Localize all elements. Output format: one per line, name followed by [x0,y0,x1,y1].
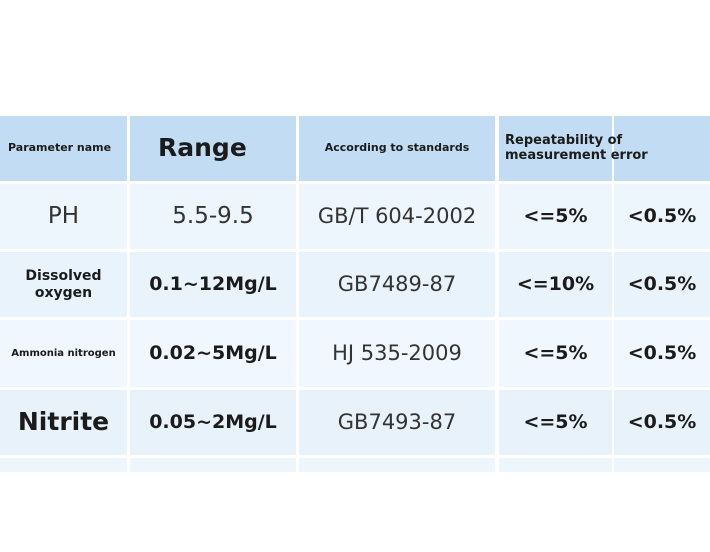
row-cell-bg [0,390,127,455]
header-cell: Range [158,133,247,163]
row-cell-bg [130,320,296,387]
table-cell: GB7489-87 [337,272,457,297]
row-cell-bg [0,184,127,249]
table-cell: PH [47,203,80,230]
header-cell: According to standards [324,141,470,155]
table-cell: Dissolved oxygen [25,268,102,301]
row-cell-bg [299,184,495,249]
table-cell: HJ 535-2009 [332,341,462,366]
row-cell-bg [499,390,612,455]
row-cell-bg [130,252,296,317]
row-cell-bg [299,252,495,317]
header-cell-bg [299,116,495,181]
table-cell: <=5% [523,341,588,364]
table-cell: Ammonia nitrogen [11,347,116,359]
row-cell-bg [614,390,710,455]
row-cell-bg [499,252,612,317]
table-cell: <0.5% [627,272,697,295]
row-cell-bg [614,252,710,317]
header-cell-bg [614,116,710,181]
row-cell-bg [130,458,296,472]
table-cell: <0.5% [627,204,697,227]
row-cell-bg [0,320,127,387]
row-cell-bg [499,458,612,472]
table-cell: <0.5% [627,410,697,433]
table-cell: Nitrite [17,407,110,437]
row-cell-bg [130,184,296,249]
row-cell-bg [614,320,710,387]
table-cell: <=10% [516,272,595,295]
table-cell: <0.5% [627,341,697,364]
table-cell: 5.5-9.5 [172,203,254,230]
header-cell-bg [130,116,296,181]
header-cell-bg [499,116,612,181]
header-cell: Parameter name [8,141,112,155]
header-cell: Repeatability of measurement error [505,132,648,163]
row-cell-bg [299,458,495,472]
header-cell-bg [0,116,127,181]
table-cell: <=5% [523,410,588,433]
row-cell-bg [499,320,612,387]
row-cell-bg [499,184,612,249]
table-cell: GB7493-87 [337,410,457,435]
table-cell: <=5% [523,204,588,227]
table-cell: 0.02~5Mg/L [149,341,277,364]
row-cell-bg [130,390,296,455]
row-cell-bg [0,252,127,317]
table-cell: GB/T 604-2002 [317,204,477,229]
row-cell-bg [614,458,710,472]
table-cell: 0.1~12Mg/L [149,272,277,295]
row-cell-bg [299,390,495,455]
table-cell: 0.05~2Mg/L [149,410,277,433]
row-cell-bg [614,184,710,249]
row-cell-bg [299,320,495,387]
row-cell-bg [0,458,127,472]
